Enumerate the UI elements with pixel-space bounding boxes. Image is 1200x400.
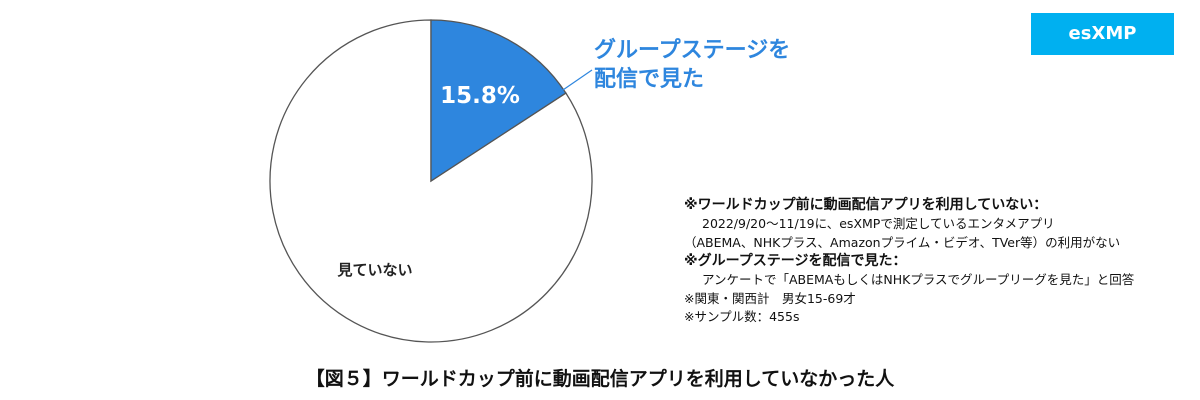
callout-label: グループステージを 配信で見た [594,36,790,94]
callout-line-1: グループステージを [594,38,791,63]
note-heading-1: ※ワールドカップ前に動画配信アプリを利用していない： [684,197,1048,213]
figure-title: 【図５】ワールドカップ前に動画配信アプリを利用していなかった人 [305,368,895,390]
notes-block: ※ワールドカップ前に動画配信アプリを利用していない： 2022/9/20〜11/… [684,196,1189,327]
slice-value-label: 15.8% [440,83,520,109]
note-line-2: （ABEMA、NHKプラス、Amazonプライム・ビデオ、TVer等）の利用がな… [684,234,1121,250]
callout-line-2: 配信で見た [594,67,705,92]
pie-slice-0 [430,19,567,183]
slice-label-not-watched: 見ていない [336,261,412,279]
pie-slices [269,19,593,343]
note-line-5: ※サンプル数：455s [684,309,800,324]
note-heading-2: ※グループステージを配信で見た： [684,253,907,269]
note-line-3: アンケートで「ABEMAもしくはNHKプラスでグループリーグを見た」と回答 [702,272,1135,287]
note-line-1: 2022/9/20〜11/19に、esXMPで測定しているエンタメアプリ [702,216,1055,231]
brand-badge: esXMP [1031,13,1174,55]
note-line-4: ※関東・関西計 男女15-69才 [684,290,856,306]
callout-leader-line [559,69,593,93]
